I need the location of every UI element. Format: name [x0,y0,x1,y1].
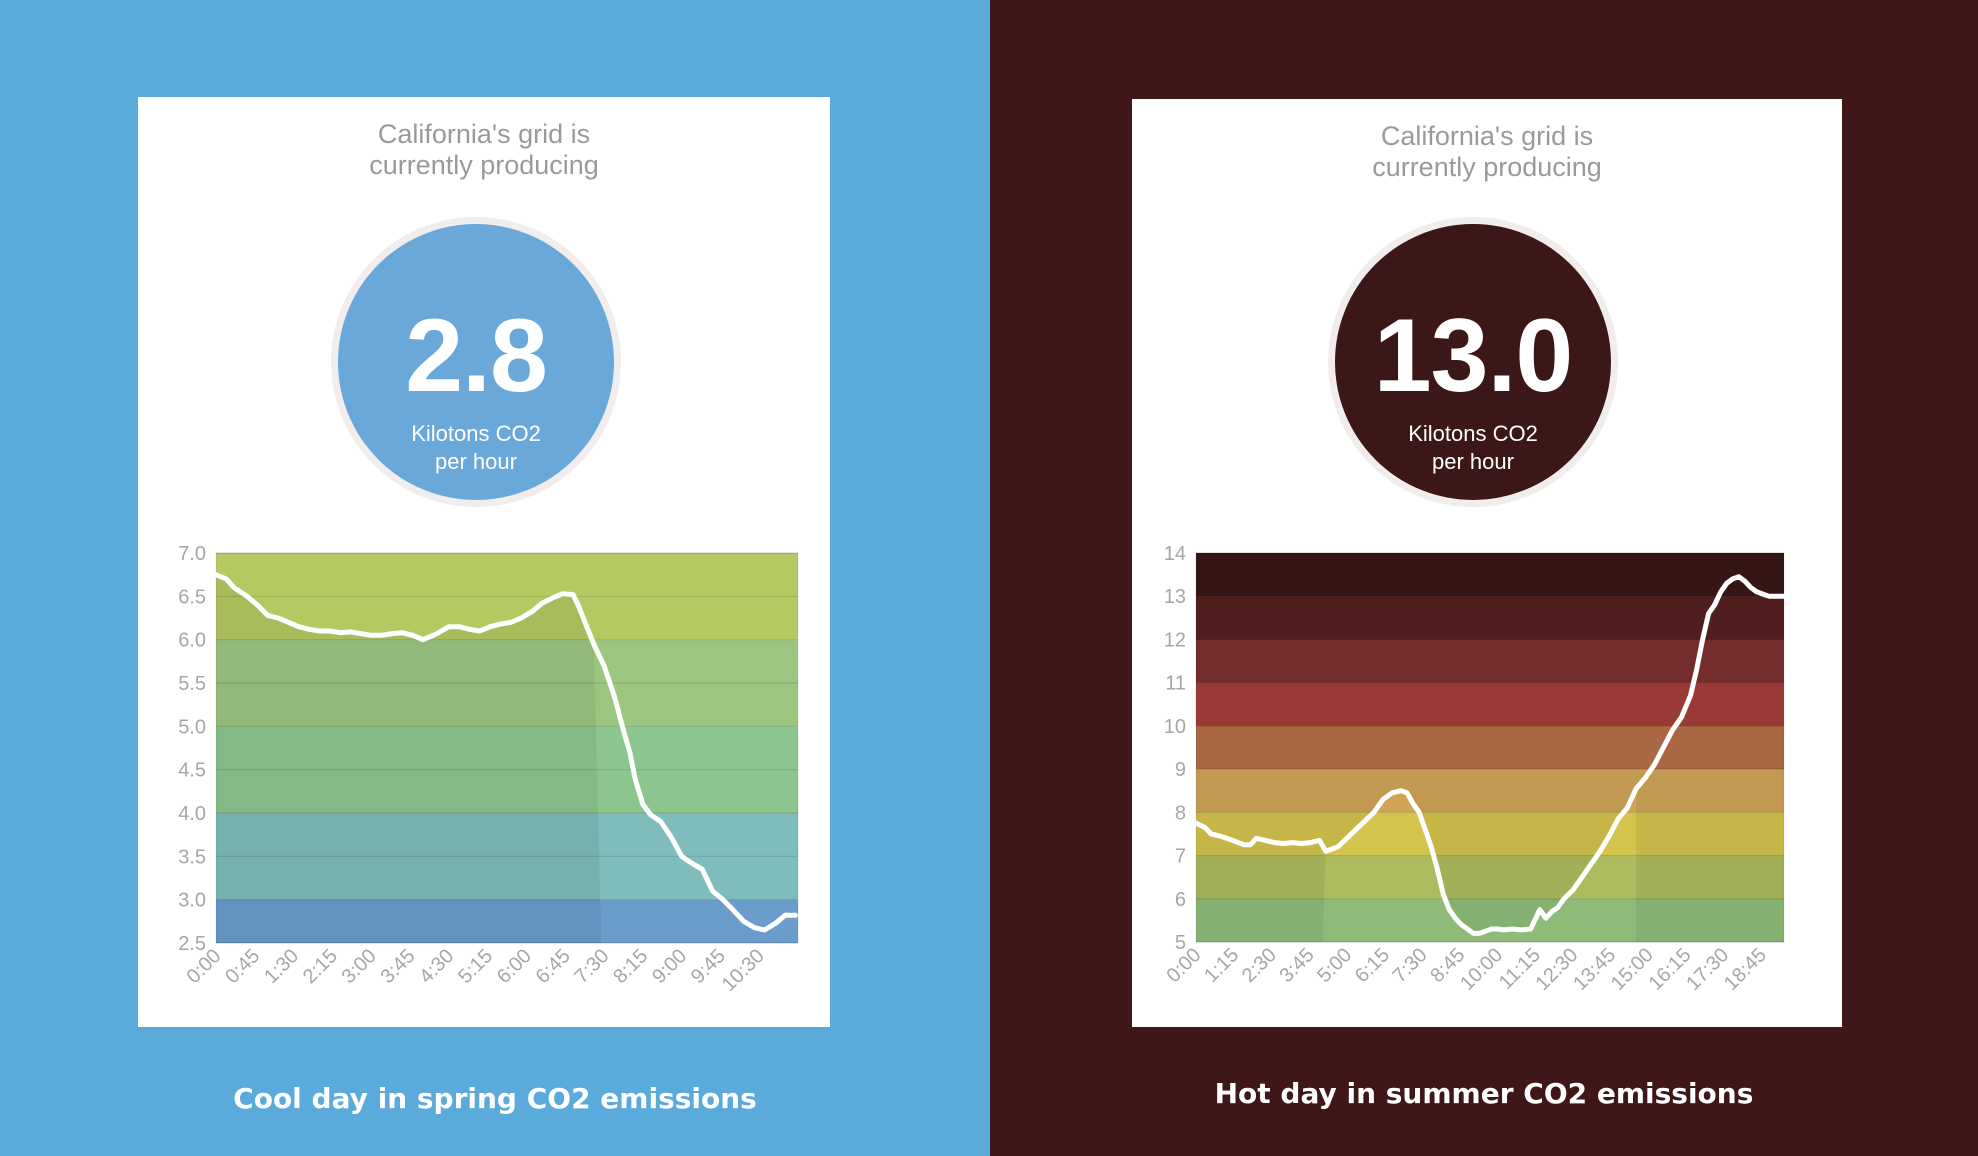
hot-day-card: California's grid is currently producing… [1132,99,1842,1027]
hot-day-caption: Hot day in summer CO2 emissions [1214,1077,1754,1110]
y-tick-label-1: 13 [1164,586,1186,608]
series-line [213,572,798,933]
y-tick-label-2: 6.0 [178,630,206,652]
series-line [1193,574,1787,936]
y-tick-label-9: 2.5 [178,933,206,955]
cool-day-card: California's grid is currently producing… [138,97,830,1027]
x-tick-label-10: 7:30 [570,945,613,988]
headline: California's grid is currently producing [1132,121,1842,183]
x-tick-label-8: 10:00 [1456,944,1507,995]
x-tick-label-11: 13:45 [1569,944,1620,995]
dimmed-band-6 [1196,812,1784,856]
plot-frame [1195,552,1785,943]
y-tick-label-2: 12 [1164,629,1186,651]
y-tick-label-5: 4.5 [178,760,206,782]
y-tick-label-1: 6.5 [178,586,206,608]
x-tick-label-4: 3:00 [338,945,381,988]
emissions-unit-line-1: Kilotons CO2 [411,421,541,446]
y-tick-label-7: 3.5 [178,846,206,868]
x-tick-label-13: 16:15 [1645,944,1696,995]
y-tick-label-9: 5 [1175,932,1186,954]
x-tick-label-2: 1:30 [260,945,303,988]
y-tick-label-4: 5.0 [178,716,206,738]
left-panel: California's grid is currently producing… [0,0,990,1156]
x-tick-label-14: 10:30 [718,945,769,996]
headline: California's grid is currently producing [138,119,830,181]
y-tick-label-3: 5.5 [178,673,206,695]
y-tick-label-8: 3.0 [178,890,206,912]
y-tick-label-4: 10 [1164,716,1186,738]
x-tick-label-8: 6:00 [493,945,536,988]
emissions-unit-line-1: Kilotons CO2 [1408,421,1538,446]
x-tick-label-7: 5:15 [454,945,497,988]
y-tick-label-6: 4.0 [178,803,206,825]
dimmed-band-1 [1196,596,1784,640]
emissions-unit-line-2: per hour [1432,449,1514,474]
x-tick-label-5: 3:45 [376,945,419,988]
dimmed-band-4 [1196,725,1784,770]
x-tick-label-9: 6:45 [532,945,575,988]
x-tick-label-3: 2:15 [299,945,342,988]
shaded-band-1 [216,639,602,727]
x-tick-label-11: 8:15 [609,945,652,988]
x-tick-label-4: 5:00 [1313,944,1356,987]
hot-day-chart: 14 13 12 11 10 9 8 7 6 50:001:152:303:455:006:157… [1162,543,1787,995]
headline-line-2: currently producing [369,150,599,180]
emissions-badge: 13.0 Kilotons CO2 per hour [1328,217,1618,507]
right-panel: California's grid is currently producing… [990,0,1978,1156]
x-tick-label-6: 7:30 [1389,944,1432,987]
shaded-band-3 [216,813,602,900]
headline-line-1: California's grid is [1380,121,1594,151]
y-tick-label-3: 11 [1165,673,1186,695]
dimmed-area [1196,553,1784,942]
shaded-area [216,574,602,943]
x-tick-label-15: 18:45 [1720,944,1771,995]
dimmed-band-3 [1196,682,1784,726]
shaded-band-2 [216,726,602,813]
y-tick-label-0: 14 [1164,543,1186,565]
x-tick-label-6: 4:30 [415,945,458,988]
cool-day-chart: 7.06.56.05.55.04.54.03.53.02.50:000:451:… [178,543,799,996]
y-tick-label-8: 6 [1175,889,1186,911]
x-tick-label-12: 15:00 [1607,944,1658,995]
x-tick-label-1: 1:15 [1200,944,1243,987]
x-tick-label-14: 17:30 [1682,944,1733,995]
shaded-band-4 [216,899,602,943]
dimmed-band-2 [1196,639,1784,683]
emissions-unit: Kilotons CO2 per hour [1335,420,1611,476]
dimmed-band-0 [1196,553,1784,597]
x-tick-label-1: 0:45 [221,945,264,988]
cool-day-caption: Cool day in spring CO2 emissions [233,1082,757,1115]
y-tick-label-5: 9 [1175,759,1186,781]
dimmed-band-5 [1196,769,1784,813]
x-tick-label-12: 9:00 [648,945,691,988]
x-tick-label-3: 3:45 [1276,944,1319,987]
emissions-value: 2.8 [405,298,548,414]
y-tick-label-6: 8 [1175,802,1186,824]
emissions-unit-line-2: per hour [435,449,517,474]
y-tick-label-0: 7.0 [178,543,206,565]
x-tick-label-2: 2:30 [1238,944,1281,987]
headline-line-2: currently producing [1372,152,1602,182]
x-tick-label-10: 12:30 [1531,944,1582,995]
emissions-value: 13.0 [1373,298,1573,414]
plot-frame [215,552,799,944]
x-tick-label-0: 0:00 [1162,944,1205,987]
emissions-badge: 2.8 Kilotons CO2 per hour [331,217,621,507]
headline-line-1: California's grid is [377,119,591,149]
emissions-unit: Kilotons CO2 per hour [338,420,614,476]
x-tick-label-5: 6:15 [1351,944,1394,987]
dimmed-band-7 [1196,855,1784,899]
y-tick-label-7: 7 [1175,846,1186,868]
